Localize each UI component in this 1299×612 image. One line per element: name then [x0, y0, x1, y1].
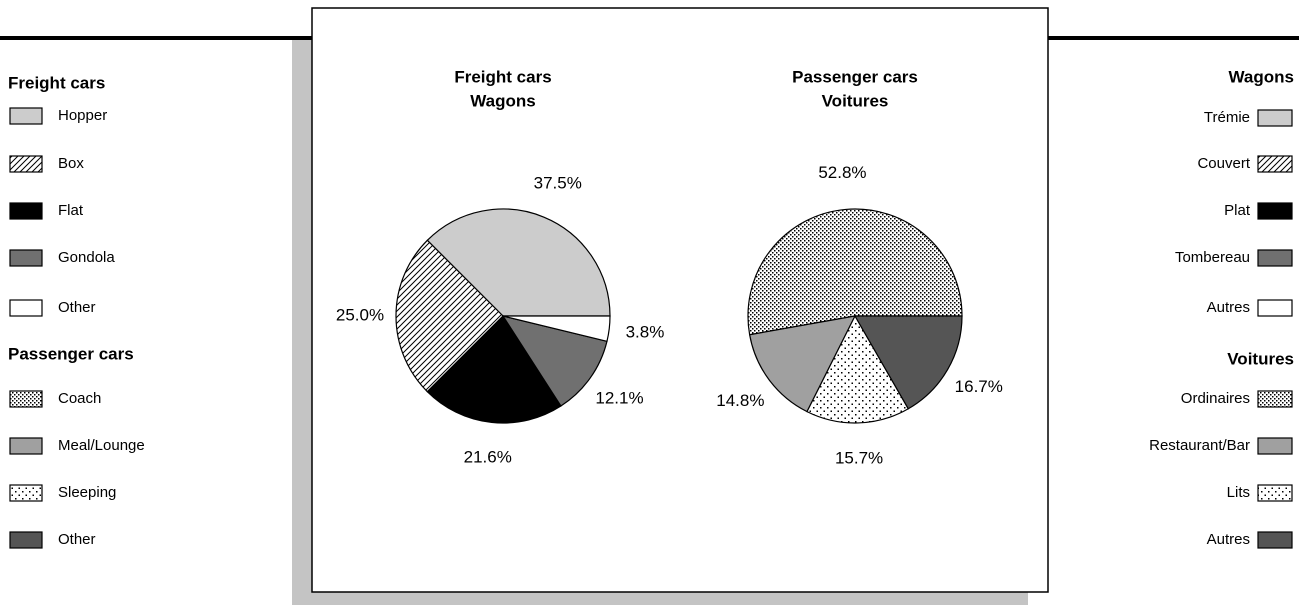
data-label: 16.7% — [955, 377, 1003, 396]
pie-slice — [748, 315, 857, 413]
legend-label: Plat — [1224, 202, 1251, 219]
data-label: 37.5% — [534, 173, 582, 192]
pie-title: Freight cars — [454, 67, 551, 86]
data-label: 12.1% — [595, 388, 643, 407]
legend-swatch — [1257, 249, 1293, 267]
data-label: 52.8% — [818, 163, 866, 182]
legend-swatch — [9, 299, 43, 317]
legend-label: Other — [58, 299, 96, 316]
rule — [1048, 36, 1299, 40]
legend-label: Trémie — [1204, 109, 1250, 126]
legend-swatch — [9, 437, 43, 455]
data-label: 15.7% — [835, 448, 883, 467]
legend-label: Ordinaires — [1181, 390, 1250, 407]
legend-label: Gondola — [58, 249, 115, 266]
legend-swatch — [9, 531, 43, 549]
legend-header: Freight cars — [8, 73, 105, 92]
legend-swatch — [1257, 109, 1293, 127]
legend-header: Passenger cars — [8, 344, 134, 363]
legend-swatch — [9, 249, 43, 267]
pie-subtitle: Wagons — [470, 91, 535, 110]
pie-slice — [502, 315, 611, 343]
pie-subtitle: Voitures — [822, 91, 889, 110]
legend-header: Voitures — [1227, 349, 1294, 368]
legend-label: Hopper — [58, 107, 107, 124]
legend-swatch — [1257, 390, 1293, 408]
pie-title: Passenger cars — [792, 67, 918, 86]
legend-label: Flat — [58, 202, 84, 219]
legend-swatch — [9, 202, 43, 220]
legend-swatch — [1257, 155, 1293, 173]
legend-swatch — [9, 155, 43, 173]
legend-swatch — [9, 484, 43, 502]
data-label: 14.8% — [716, 391, 764, 410]
pie-slice — [806, 314, 910, 424]
pie-slice — [426, 315, 562, 424]
data-label: 21.6% — [464, 448, 512, 467]
legend-swatch — [1257, 484, 1293, 502]
legend-swatch — [9, 390, 43, 408]
legend-label: Autres — [1207, 299, 1250, 316]
legend-label: Box — [58, 155, 84, 172]
legend-swatch — [1257, 299, 1293, 317]
pie-slice — [426, 208, 611, 317]
pie-slice — [747, 208, 963, 336]
legend-label: Sleeping — [58, 484, 116, 501]
pie-slice — [853, 315, 963, 410]
legend-label: Autres — [1207, 531, 1250, 548]
legend-swatch — [1257, 437, 1293, 455]
legend-label: Couvert — [1197, 155, 1250, 172]
pie-slice — [501, 315, 608, 407]
legend-label: Restaurant/Bar — [1149, 437, 1250, 454]
legend-label: Tombereau — [1175, 249, 1250, 266]
legend-label: Other — [58, 531, 96, 548]
legend-swatch — [9, 107, 43, 125]
legend-swatch — [1257, 202, 1293, 220]
pie-slice — [395, 239, 504, 393]
legend-label: Lits — [1227, 484, 1250, 501]
legend-swatch — [1257, 531, 1293, 549]
legend-label: Coach — [58, 390, 101, 407]
data-label: 3.8% — [626, 323, 665, 342]
data-label: 25.0% — [336, 305, 384, 324]
legend-header: Wagons — [1229, 67, 1294, 86]
legend-label: Meal/Lounge — [58, 437, 145, 454]
rule — [0, 36, 312, 40]
